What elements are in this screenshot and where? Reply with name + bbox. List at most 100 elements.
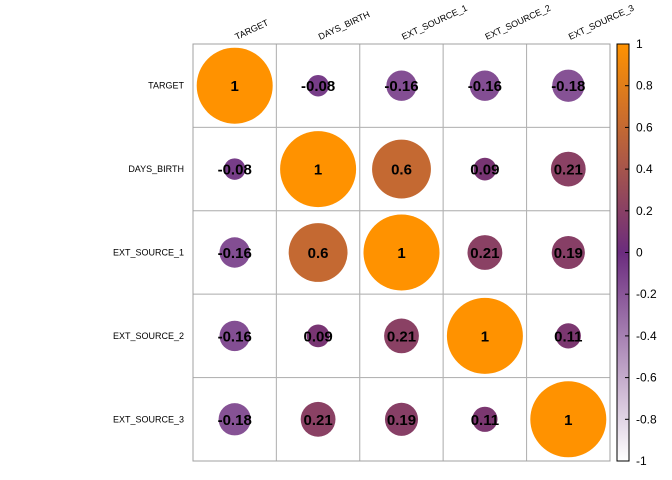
cell-value-label: -0.08 <box>301 78 335 95</box>
cell-value-label: -0.16 <box>468 78 502 95</box>
correlation-circle <box>306 324 330 348</box>
cell-TARGET-TARGET: 1 <box>192 43 277 128</box>
cell-value-label: 1 <box>481 328 489 345</box>
correlation-circle <box>223 158 246 180</box>
cell-DAYS_BIRTH-DAYS_BIRTH: 1 <box>275 126 361 212</box>
correlation-circle <box>196 47 273 124</box>
cell-value-label: 1 <box>564 412 572 429</box>
correlation-circle <box>218 403 251 436</box>
correlation-circle <box>384 318 419 354</box>
correlation-circle <box>473 157 497 181</box>
cell-EXT_SOURCE_3-EXT_SOURCE_2: 0.11 <box>442 377 528 462</box>
cell-value-label: -0.18 <box>551 78 585 95</box>
row-label: EXT_SOURCE_1 <box>113 248 184 258</box>
cell-value-label: 0.11 <box>554 328 582 345</box>
colorbar-tick-label: -0.2 <box>636 287 657 301</box>
correlation-circle <box>551 235 585 270</box>
row-label: EXT_SOURCE_3 <box>113 414 184 424</box>
cell-value-label: 0.19 <box>554 245 583 262</box>
correlation-grid: 1 -0.08 -0.16 -0.16 -0.18 -0.08 1 0.6 0.09 0.21 -0… <box>192 43 611 462</box>
correlation-circle <box>555 323 581 349</box>
row-labels: TARGET DAYS_BIRTH EXT_SOURCE_1 EXT_SOURCE_2… <box>113 81 185 425</box>
correlation-circle <box>363 214 440 291</box>
cell-EXT_SOURCE_1-EXT_SOURCE_3: 0.19 <box>526 210 611 295</box>
colorbar-tick-label: 0.6 <box>636 120 653 134</box>
colorbar-tick-label: -1 <box>636 454 647 468</box>
column-label: TARGET <box>233 17 270 41</box>
correlation-circle <box>219 237 250 268</box>
cell-TARGET-EXT_SOURCE_1: -0.16 <box>359 43 444 128</box>
cell-TARGET-EXT_SOURCE_3: -0.18 <box>526 43 611 128</box>
column-label: EXT_SOURCE_2 <box>484 3 553 42</box>
correlation-circle <box>384 402 419 436</box>
cell-value-label: 0.21 <box>303 412 332 429</box>
correlation-circle <box>280 131 357 208</box>
cell-EXT_SOURCE_1-TARGET: -0.16 <box>192 210 277 295</box>
cell-value-label: -0.08 <box>218 162 252 179</box>
cell-value-label: 1 <box>314 162 322 179</box>
cell-EXT_SOURCE_3-DAYS_BIRTH: 0.21 <box>275 377 361 462</box>
correlation-circle <box>307 74 329 97</box>
cell-TARGET-EXT_SOURCE_2: -0.16 <box>442 43 528 128</box>
column-labels: TARGET DAYS_BIRTH EXT_SOURCE_1 EXT_SOURCE_2… <box>233 3 635 42</box>
correlation-circle <box>550 151 586 187</box>
cell-value-label: 0.21 <box>554 162 583 179</box>
correlation-circle <box>469 70 501 101</box>
cell-EXT_SOURCE_2-EXT_SOURCE_2: 1 <box>442 293 528 379</box>
correlation-circle <box>386 70 417 101</box>
cell-EXT_SOURCE_2-TARGET: -0.16 <box>192 293 277 379</box>
row-label: DAYS_BIRTH <box>128 164 184 174</box>
cell-EXT_SOURCE_2-DAYS_BIRTH: 0.09 <box>275 293 361 379</box>
colorbar-tick-label: 1 <box>636 37 643 51</box>
correlation-circle <box>530 381 607 458</box>
correlation-circle <box>288 223 348 282</box>
cell-TARGET-DAYS_BIRTH: -0.08 <box>275 43 361 128</box>
cell-value-label: 0.6 <box>391 162 412 179</box>
cell-value-label: 0.11 <box>471 412 499 429</box>
correlation-circle <box>467 235 503 270</box>
cell-EXT_SOURCE_1-DAYS_BIRTH: 0.6 <box>275 210 361 295</box>
cell-EXT_SOURCE_3-EXT_SOURCE_3: 1 <box>526 377 611 462</box>
cell-EXT_SOURCE_1-EXT_SOURCE_1: 1 <box>359 210 444 295</box>
cell-value-label: -0.18 <box>218 412 252 429</box>
cell-value-label: -0.16 <box>218 245 252 262</box>
colorbar-tick-label: -0.6 <box>636 371 657 385</box>
cell-EXT_SOURCE_3-EXT_SOURCE_1: 0.19 <box>359 377 444 462</box>
colorbar-tick-label: -0.8 <box>636 412 657 426</box>
correlation-circle <box>552 69 585 102</box>
cell-value-label: 0.09 <box>303 328 332 345</box>
cell-EXT_SOURCE_3-TARGET: -0.18 <box>192 377 277 462</box>
cell-value-label: 1 <box>397 245 405 262</box>
cell-value-label: -0.16 <box>384 78 418 95</box>
colorbar-tick-label: 0.2 <box>636 204 653 218</box>
correlation-circle <box>300 401 336 437</box>
cell-EXT_SOURCE_1-EXT_SOURCE_2: 0.21 <box>442 210 528 295</box>
column-label: DAYS_BIRTH <box>317 9 372 42</box>
grid-frame <box>192 43 611 462</box>
colorbar-tick-label: -0.4 <box>636 329 657 343</box>
correlation-circle <box>372 139 431 199</box>
cell-DAYS_BIRTH-EXT_SOURCE_2: 0.09 <box>442 126 528 212</box>
row-label: TARGET <box>148 81 184 91</box>
correlation-circle <box>219 320 250 352</box>
cell-value-label: 0.21 <box>470 245 499 262</box>
column-label: EXT_SOURCE_1 <box>400 3 469 42</box>
colorbar: 1 0.8 0.6 0.4 0.2 0 -0.2 -0.4 -0.6 -0.8 -1 <box>616 37 657 468</box>
correlation-circle <box>472 406 498 432</box>
cell-DAYS_BIRTH-EXT_SOURCE_1: 0.6 <box>359 126 444 212</box>
correlation-circle <box>446 297 523 374</box>
column-label: EXT_SOURCE_3 <box>567 3 636 42</box>
row-label: EXT_SOURCE_2 <box>113 331 184 341</box>
cell-value-label: 1 <box>231 78 239 95</box>
cell-EXT_SOURCE_2-EXT_SOURCE_3: 0.11 <box>526 293 611 379</box>
colorbar-tick-label: 0 <box>636 246 643 260</box>
cell-DAYS_BIRTH-TARGET: -0.08 <box>192 126 277 212</box>
cell-value-label: -0.16 <box>218 328 252 345</box>
cell-value-label: 0.19 <box>387 412 416 429</box>
cell-DAYS_BIRTH-EXT_SOURCE_3: 0.21 <box>526 126 611 212</box>
colorbar-tick-label: 0.4 <box>636 162 653 176</box>
cell-EXT_SOURCE_2-EXT_SOURCE_1: 0.21 <box>359 293 444 379</box>
colorbar-tick-label: 0.8 <box>636 79 653 93</box>
cell-value-label: 0.21 <box>387 328 416 345</box>
